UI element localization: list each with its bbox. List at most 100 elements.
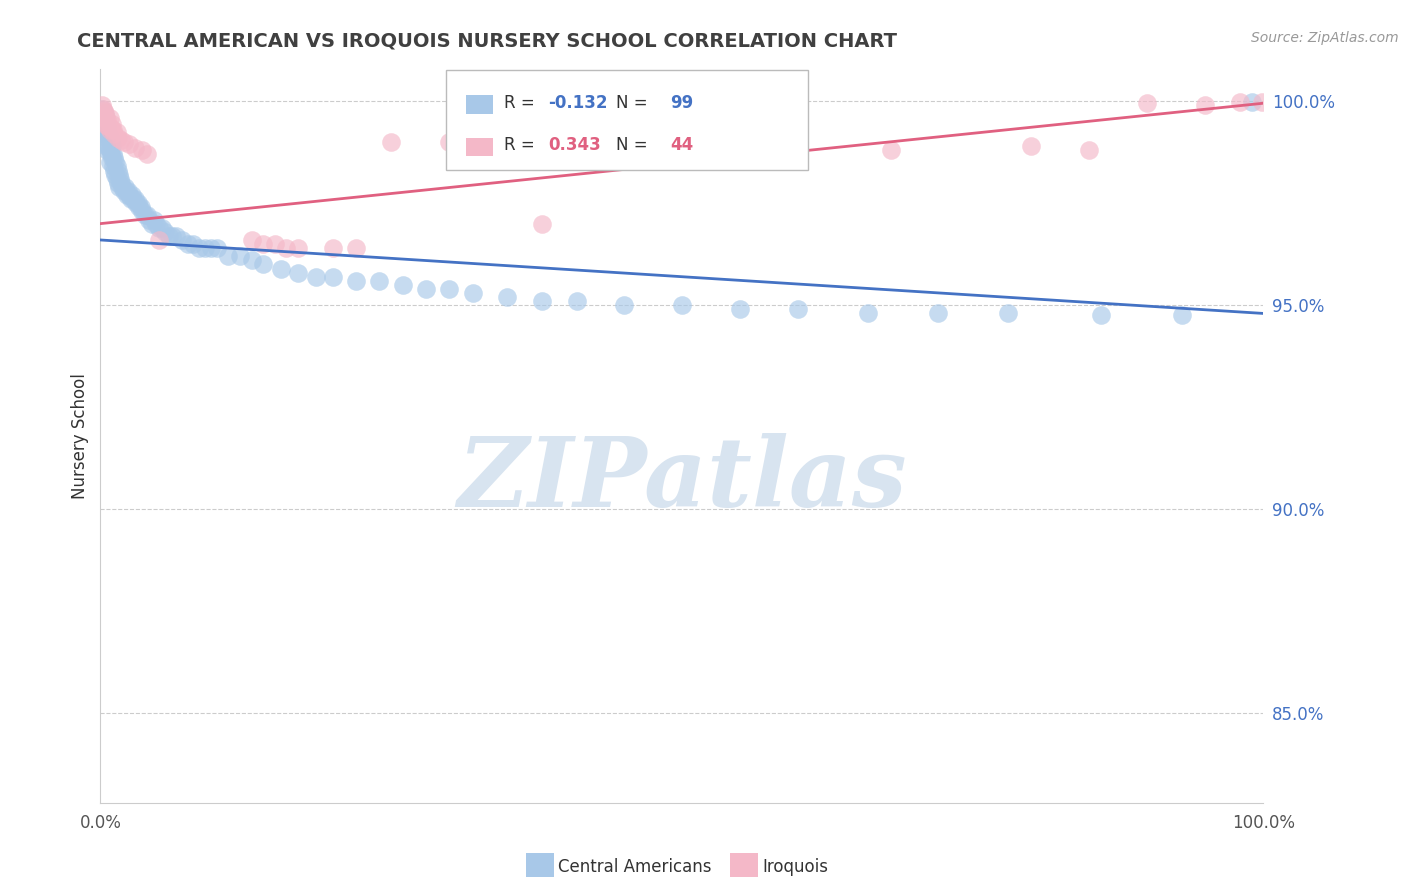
Point: [141, 217, 163, 231]
Point: [391, 277, 413, 292]
Point: [96, 131, 118, 145]
Point: [112, 135, 135, 149]
Point: [1229, 95, 1251, 109]
Point: [97, 139, 120, 153]
Point: [1171, 309, 1194, 323]
Point: [115, 188, 138, 202]
Point: [93, 104, 115, 119]
Point: [94, 114, 117, 128]
Point: [217, 249, 239, 263]
Point: [129, 200, 152, 214]
Point: [170, 233, 193, 247]
Point: [439, 135, 461, 149]
Point: [461, 286, 484, 301]
Point: [100, 147, 122, 161]
Point: [276, 241, 298, 255]
Point: [108, 168, 131, 182]
Text: N =: N =: [616, 94, 652, 112]
Point: [148, 220, 170, 235]
Point: [101, 147, 124, 161]
Point: [856, 306, 879, 320]
Point: [200, 241, 222, 255]
Point: [96, 127, 118, 141]
Point: [380, 135, 402, 149]
Point: [344, 274, 367, 288]
Point: [91, 111, 114, 125]
Point: [229, 249, 252, 263]
Point: [439, 282, 461, 296]
Point: [134, 209, 156, 223]
Point: [101, 160, 124, 174]
Point: [131, 143, 153, 157]
Point: [148, 233, 170, 247]
Point: [122, 192, 145, 206]
Text: Central Americans: Central Americans: [558, 858, 711, 876]
Point: [787, 302, 810, 317]
Point: [91, 103, 114, 117]
Point: [108, 180, 131, 194]
Point: [124, 192, 146, 206]
Point: [183, 237, 205, 252]
Point: [118, 188, 141, 202]
Text: -0.132: -0.132: [548, 94, 607, 112]
Point: [111, 180, 134, 194]
Point: [496, 290, 519, 304]
Point: [1136, 96, 1159, 111]
Point: [101, 122, 124, 136]
Point: [104, 155, 127, 169]
Point: [96, 117, 118, 131]
Point: [127, 196, 149, 211]
Point: [93, 106, 115, 120]
Point: [1019, 139, 1042, 153]
Point: [96, 143, 118, 157]
Point: [263, 237, 285, 252]
Point: [101, 117, 124, 131]
Point: [368, 274, 391, 288]
Point: [107, 163, 129, 178]
Point: [1090, 309, 1112, 323]
Point: [138, 212, 160, 227]
Point: [1240, 95, 1263, 109]
Point: [531, 217, 554, 231]
Point: [91, 111, 114, 125]
Point: [96, 112, 118, 127]
Point: [103, 163, 125, 178]
Text: 99: 99: [671, 94, 693, 112]
Point: [103, 151, 125, 165]
Point: [105, 125, 128, 139]
Point: [304, 269, 326, 284]
Text: N =: N =: [616, 136, 652, 154]
Point: [96, 119, 118, 133]
Point: [131, 204, 153, 219]
Point: [135, 209, 157, 223]
Point: [110, 176, 132, 190]
Point: [240, 233, 263, 247]
Text: 44: 44: [671, 136, 693, 154]
Point: [252, 257, 274, 271]
Point: [344, 241, 367, 255]
Point: [176, 237, 198, 252]
Text: Iroquois: Iroquois: [762, 858, 828, 876]
Point: [1194, 98, 1216, 112]
Point: [531, 294, 554, 309]
Point: [100, 135, 122, 149]
Point: [188, 241, 211, 255]
Point: [121, 188, 143, 202]
Point: [98, 111, 121, 125]
Text: 0.343: 0.343: [548, 136, 600, 154]
Point: [108, 171, 131, 186]
Point: [567, 294, 589, 309]
Point: [105, 160, 128, 174]
Point: [103, 127, 125, 141]
Point: [162, 228, 184, 243]
Point: [322, 241, 344, 255]
Point: [1251, 95, 1274, 109]
Text: R =: R =: [503, 136, 540, 154]
Point: [120, 192, 142, 206]
Point: [671, 298, 693, 312]
Point: [728, 302, 751, 317]
Point: [96, 139, 118, 153]
Point: [105, 171, 128, 186]
Point: [110, 133, 132, 147]
Point: [240, 253, 263, 268]
